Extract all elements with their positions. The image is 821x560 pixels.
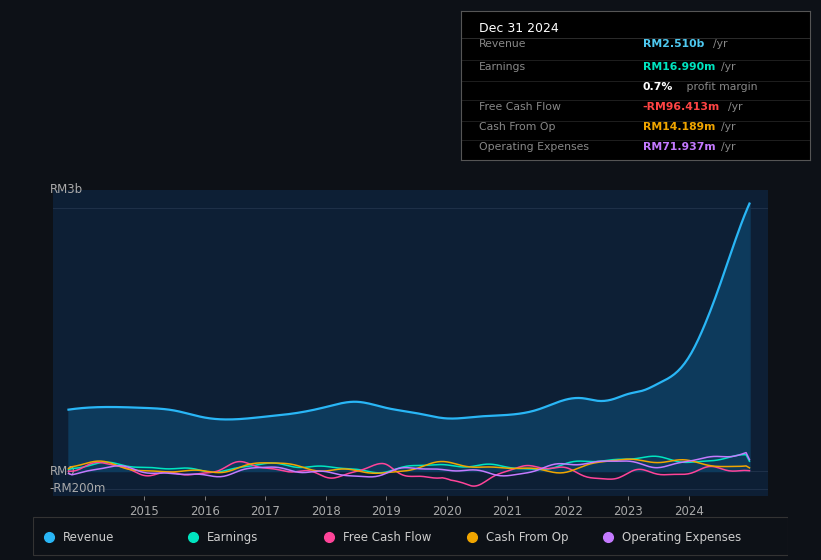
Text: RM0: RM0: [50, 465, 76, 478]
Text: RM14.189m: RM14.189m: [643, 123, 715, 133]
Text: RM2.510b: RM2.510b: [643, 39, 704, 49]
Text: profit margin: profit margin: [683, 82, 758, 92]
Text: -RM96.413m: -RM96.413m: [643, 102, 720, 112]
Text: /yr: /yr: [728, 102, 743, 112]
Text: RM71.937m: RM71.937m: [643, 142, 715, 152]
Text: Free Cash Flow: Free Cash Flow: [479, 102, 561, 112]
Text: RM3b: RM3b: [50, 183, 83, 196]
Text: Operating Expenses: Operating Expenses: [622, 530, 741, 544]
Text: /yr: /yr: [721, 62, 735, 72]
Text: Earnings: Earnings: [207, 530, 258, 544]
Text: Dec 31 2024: Dec 31 2024: [479, 22, 558, 35]
Text: /yr: /yr: [721, 142, 735, 152]
Text: Operating Expenses: Operating Expenses: [479, 142, 589, 152]
Text: Free Cash Flow: Free Cash Flow: [342, 530, 431, 544]
Text: Cash From Op: Cash From Op: [479, 123, 555, 133]
Text: Earnings: Earnings: [479, 62, 526, 72]
Text: 0.7%: 0.7%: [643, 82, 673, 92]
Text: /yr: /yr: [721, 123, 735, 133]
Text: /yr: /yr: [713, 39, 727, 49]
Text: -RM200m: -RM200m: [50, 482, 106, 495]
Text: Revenue: Revenue: [63, 530, 114, 544]
Text: RM16.990m: RM16.990m: [643, 62, 715, 72]
Text: Revenue: Revenue: [479, 39, 526, 49]
Text: Cash From Op: Cash From Op: [486, 530, 568, 544]
